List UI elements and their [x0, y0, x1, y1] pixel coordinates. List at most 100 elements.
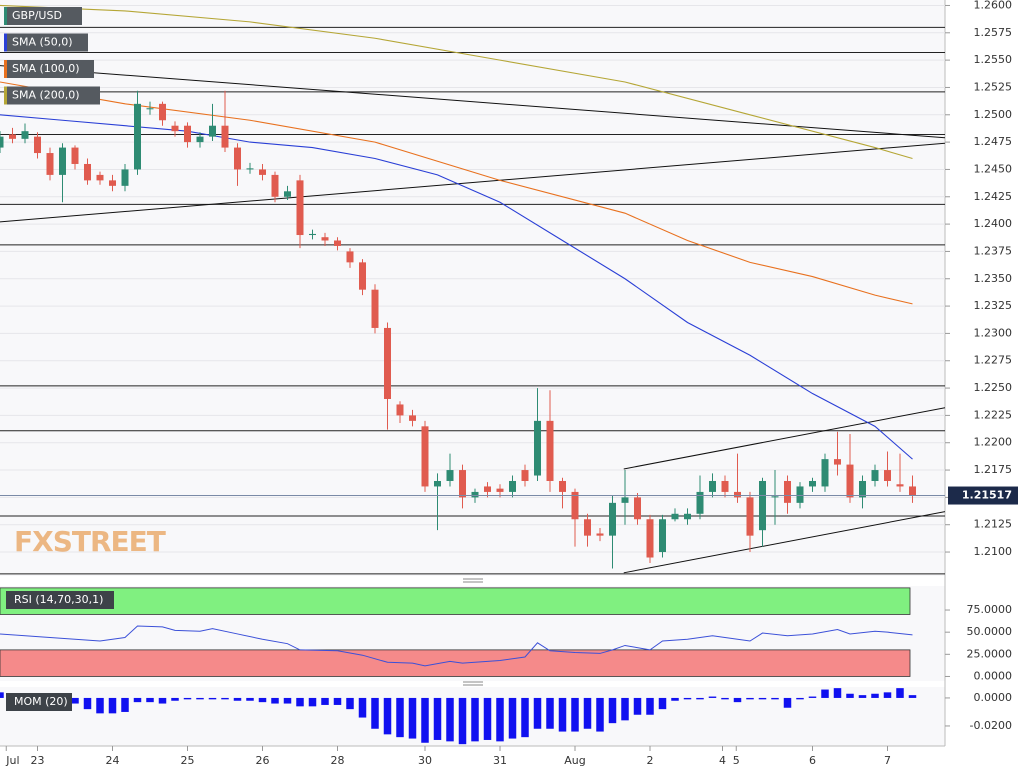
legend-label: SMA (200,0): [12, 89, 80, 102]
y-tick-label: 1.2200: [974, 436, 1013, 449]
mom-bar: [821, 689, 829, 698]
candle-body: [421, 426, 429, 487]
mom-bar: [383, 697, 392, 735]
x-tick-label: 25: [181, 754, 195, 767]
mom-bar: [646, 697, 654, 715]
mom-bar: [446, 697, 454, 742]
mom-bar: [633, 697, 642, 715]
y-tick-label: 1.2450: [974, 162, 1013, 175]
x-tick-label: 5: [733, 754, 740, 767]
rsi-plot: [0, 587, 913, 677]
mom-bar: [133, 697, 142, 703]
mom-bar: [283, 697, 292, 704]
candle-body: [59, 147, 66, 175]
mom-bar: [908, 695, 917, 698]
y-tick-label: -0.0200: [970, 719, 1012, 732]
candle-body: [521, 470, 529, 481]
mom-bar: [396, 697, 404, 738]
candle-body: [409, 415, 416, 421]
x-tick-label: 2: [647, 754, 654, 767]
y-tick-label: 25.0000: [967, 647, 1013, 660]
mom-bar: [896, 688, 904, 698]
mom-bar: [0, 692, 4, 698]
candle-body: [109, 180, 116, 186]
candle-body: [9, 134, 16, 139]
y-tick-label: 1.2525: [974, 80, 1013, 93]
y-tick-label: 1.2600: [974, 0, 1013, 11]
mom-bar: [746, 697, 754, 700]
candle-body: [784, 480, 791, 503]
candle-body: [296, 180, 304, 236]
candle-body: [709, 480, 716, 492]
candle-body: [621, 497, 629, 503]
candle-body: [309, 233, 316, 236]
candle-body: [646, 519, 654, 558]
mom-bar: [721, 697, 729, 700]
x-tick-label: 24: [106, 754, 120, 767]
legend-box: [4, 33, 88, 52]
candle-body: [734, 491, 741, 498]
mom-bar: [358, 697, 367, 718]
mom-bar: [771, 697, 779, 700]
candle-body: [559, 480, 566, 492]
mom-bar: [521, 697, 529, 738]
y-tick-label: 1.2125: [974, 518, 1013, 531]
candle-body: [571, 491, 579, 520]
y-tick-label: 0.0000: [974, 691, 1013, 704]
candle-body: [659, 519, 666, 553]
legend-label: SMA (100,0): [12, 62, 80, 75]
mom-bar: [846, 693, 854, 698]
mom-bar: [621, 697, 629, 721]
panel-grip: [463, 578, 483, 686]
x-tick-label: Jul: [5, 754, 19, 767]
candle-body: [509, 480, 516, 492]
candle-body: [321, 237, 329, 241]
y-tick-label: 1.2250: [974, 381, 1013, 394]
mom-bar: [583, 697, 592, 729]
mom-bar: [608, 697, 617, 724]
mom-bar: [321, 697, 329, 705]
candle-body: [221, 125, 229, 148]
mom-bar: [883, 692, 892, 698]
mom-bar: [208, 697, 217, 700]
mom-bar: [758, 697, 767, 700]
mom-bar: [458, 697, 467, 745]
candle-body: [821, 459, 829, 487]
candle-body: [46, 153, 54, 175]
mom-bar: [196, 697, 204, 700]
trend-line: [623, 511, 945, 574]
last-price-label: 1.21517: [962, 489, 1012, 502]
candle-body: [134, 103, 141, 170]
candle-body: [634, 497, 641, 520]
candle-body: [246, 168, 254, 170]
y-tick-label: 75.0000: [967, 603, 1013, 616]
mom-bar: [246, 697, 254, 701]
mom-bar: [533, 697, 542, 729]
indicator-title: MOM (20): [14, 695, 68, 708]
mom-bar: [596, 697, 604, 732]
legend-label: SMA (50,0): [12, 36, 73, 49]
y-tick-label: 1.2400: [974, 217, 1013, 230]
mom-bar: [271, 697, 279, 704]
candle-body: [171, 125, 179, 132]
mom-bar: [408, 697, 417, 739]
candle-body: [259, 169, 266, 175]
candle-body: [684, 513, 691, 520]
candle-body: [121, 169, 129, 186]
mom-bar: [371, 697, 379, 729]
candle-body: [484, 486, 491, 492]
candle-body: [0, 136, 4, 148]
candle-body: [346, 251, 354, 263]
mom-bar: [183, 697, 192, 700]
mom-bar: [158, 697, 167, 704]
y-tick-label: 1.2425: [974, 190, 1013, 203]
mom-bar: [858, 695, 867, 698]
candle-body: [71, 147, 79, 164]
mom-bar: [496, 697, 504, 742]
candle-body: [434, 480, 441, 487]
legend-box: [4, 86, 100, 105]
candle-body: [471, 491, 479, 498]
y-tick-label: 1.2550: [974, 53, 1013, 66]
